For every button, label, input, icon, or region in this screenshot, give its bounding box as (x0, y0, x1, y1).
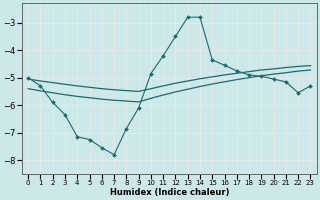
X-axis label: Humidex (Indice chaleur): Humidex (Indice chaleur) (109, 188, 229, 197)
